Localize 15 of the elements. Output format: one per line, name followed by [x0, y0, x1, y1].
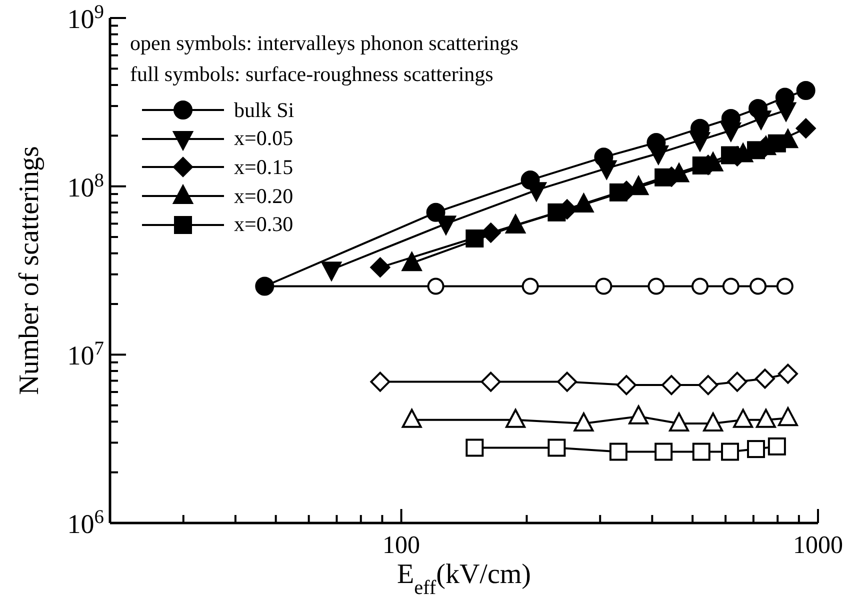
y-tick-label: 10$^{6}$ [67, 506, 104, 539]
annotation: open symbols: intervalleys phonon scatterings [130, 30, 518, 57]
y-tick-label: 10$^{8}$ [67, 170, 104, 202]
legend-label: x=0.05 [234, 126, 294, 152]
y-tick-label: 10$^{9}$ [67, 2, 104, 34]
y-axis-title: Number of scatterings [14, 146, 45, 395]
y-tick-label: 10$^{7}$ [67, 338, 104, 371]
legend-label: x=0.15 [234, 154, 294, 180]
x-tick-label: 1000 [793, 532, 843, 559]
annotation: full symbols: surface-roughness scatterings [130, 61, 494, 88]
x-tick-label: 100 [382, 532, 420, 559]
legend-label: bulk Si [234, 98, 294, 123]
legend-label: x=0.20 [234, 184, 294, 209]
x-axis-title: E$_{eff}$(kV/cm) [397, 559, 531, 599]
legend-label: x=0.30 [234, 212, 294, 238]
